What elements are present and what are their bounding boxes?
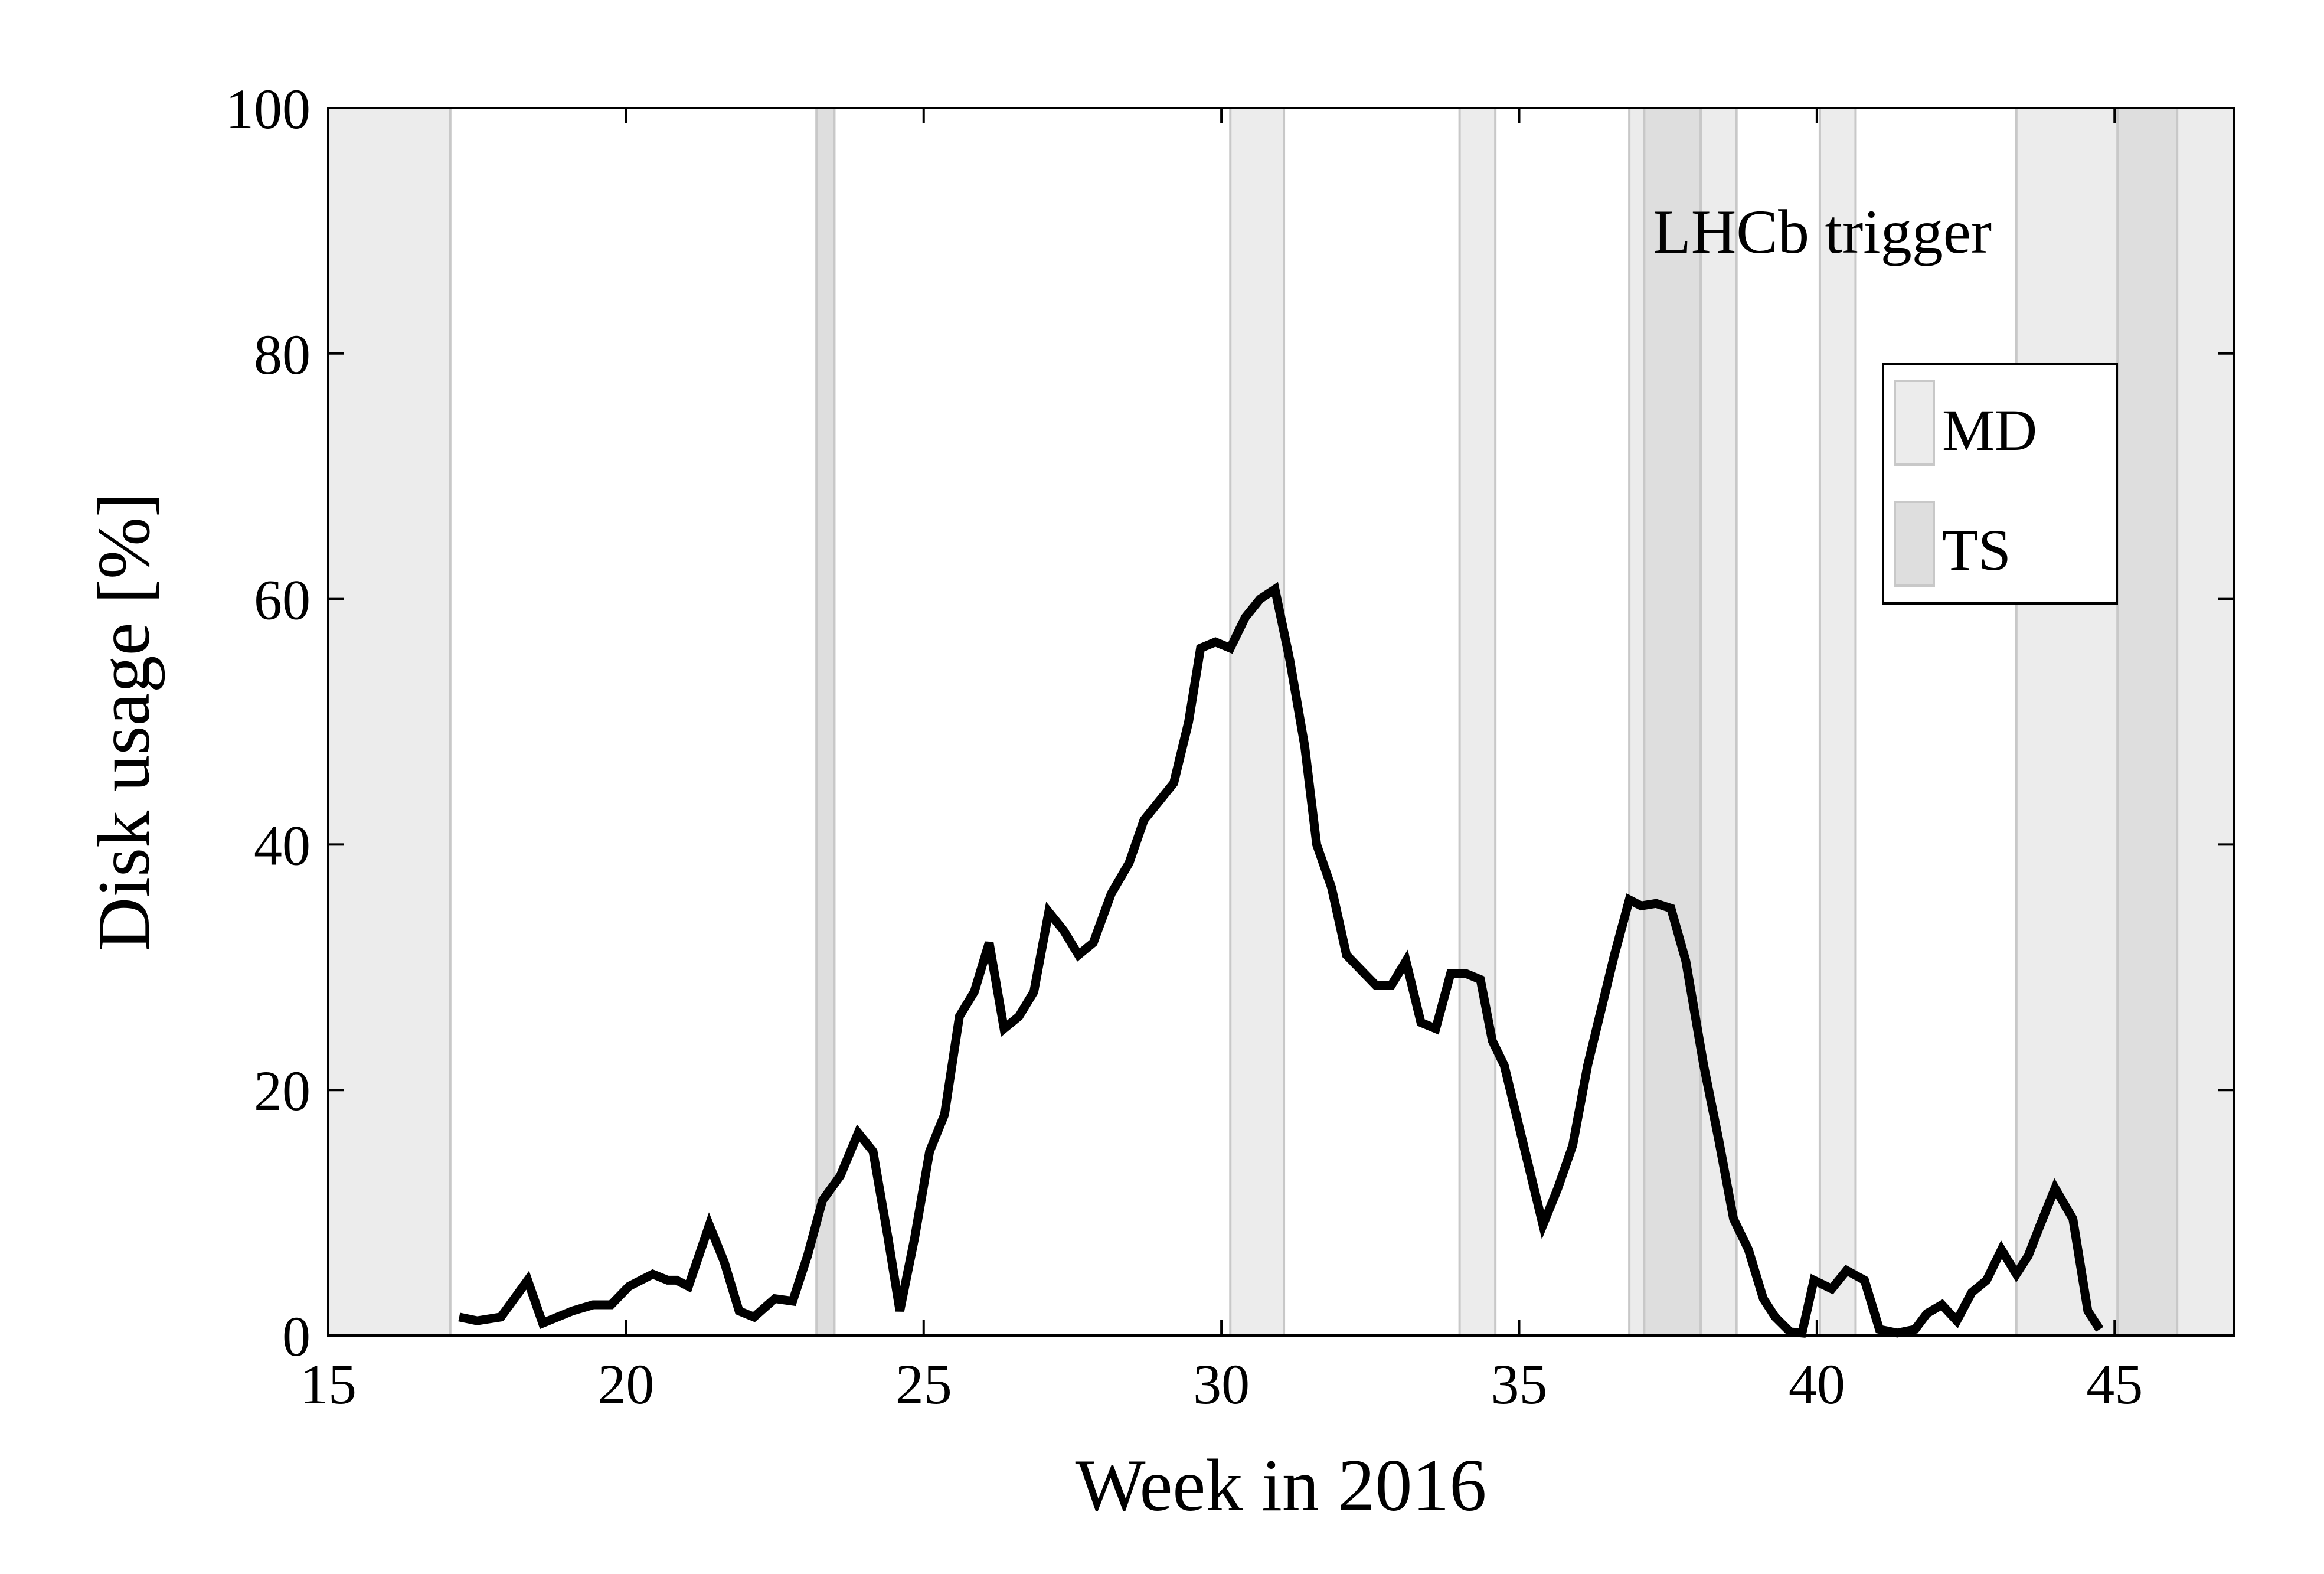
legend-swatch-ts xyxy=(1894,501,1935,587)
y-tick-label-100: 100 xyxy=(225,77,310,141)
legend-label-md: MD xyxy=(1942,397,2037,463)
y-axis-label: Disk usage [%] xyxy=(83,492,165,951)
legend-label-ts: TS xyxy=(1942,517,2011,583)
x-axis-label: Week in 2016 xyxy=(1076,1445,1487,1527)
region-md-2 xyxy=(1229,107,1286,1337)
disk-usage-line xyxy=(458,582,2104,1338)
region-md-0 xyxy=(327,107,452,1337)
y-tick-label-0: 0 xyxy=(282,1305,310,1368)
region-ts-5 xyxy=(1643,107,1702,1337)
region-md-8 xyxy=(2015,107,2119,1337)
shaded-regions xyxy=(327,107,2235,1337)
legend-swatch-md xyxy=(1894,380,1935,466)
region-ts-1 xyxy=(815,107,836,1337)
x-tick-label-20: 20 xyxy=(597,1353,654,1416)
plot-frame xyxy=(327,107,2235,1337)
y-tick-label-80: 80 xyxy=(254,323,310,386)
y-tick-label-20: 20 xyxy=(254,1059,310,1122)
region-md-3 xyxy=(1458,107,1497,1337)
y-tick-label-60: 60 xyxy=(254,569,310,632)
x-tick-label-40: 40 xyxy=(1789,1353,1845,1416)
x-tick-label-15: 15 xyxy=(300,1353,357,1416)
x-tick-label-35: 35 xyxy=(1491,1353,1548,1416)
region-md-10 xyxy=(2176,107,2235,1337)
region-md-7 xyxy=(1818,107,1857,1337)
tick-labels: 15 20 25 30 35 40 45 0 20 40 60 80 100 xyxy=(225,77,2143,1416)
x-tick-label-30: 30 xyxy=(1193,1353,1250,1416)
region-ts-9 xyxy=(2116,107,2179,1337)
y-tick-label-40: 40 xyxy=(254,814,310,877)
x-tick-label-45: 45 xyxy=(2086,1353,2143,1416)
x-tick-label-25: 25 xyxy=(895,1353,952,1416)
region-md-4 xyxy=(1628,107,1646,1337)
legend: MD TS xyxy=(1882,363,2118,605)
chart-annotation: LHCb trigger xyxy=(1653,197,1992,266)
